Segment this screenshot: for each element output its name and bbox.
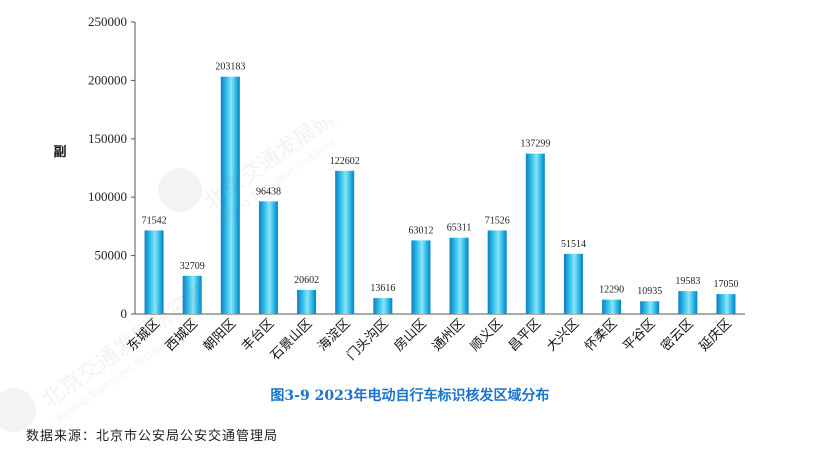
data-label: 122602 bbox=[330, 156, 360, 167]
bar-chart: 0 50000 100000 150000 200000 250000 71542 东城区 3… bbox=[53, 14, 745, 364]
x-tick-label: 朝阳区 bbox=[201, 316, 239, 354]
bar bbox=[297, 289, 317, 314]
chart-labels: 71542东城区32709西城区203183朝阳区96438丰台区20602石景… bbox=[125, 62, 739, 364]
bar bbox=[487, 230, 507, 314]
x-tick-label: 密云区 bbox=[658, 316, 697, 355]
y-tick-label: 150000 bbox=[88, 131, 127, 146]
data-source-note: 数据来源：北京市公安局公安交通管理局 bbox=[26, 429, 279, 444]
bar bbox=[602, 299, 622, 314]
data-label: 96438 bbox=[256, 186, 281, 197]
data-label: 13616 bbox=[370, 283, 395, 294]
x-tick-label: 石景山区 bbox=[268, 316, 315, 363]
data-label: 10935 bbox=[637, 286, 662, 297]
bar bbox=[411, 240, 431, 314]
x-tick-label: 延庆区 bbox=[697, 316, 735, 354]
data-label: 20602 bbox=[294, 275, 319, 286]
y-tick-label: 50000 bbox=[95, 248, 128, 263]
x-tick-label: 房山区 bbox=[391, 316, 430, 355]
bar bbox=[373, 298, 393, 314]
bar bbox=[525, 153, 545, 314]
x-tick-label: 昌平区 bbox=[506, 316, 544, 354]
bar bbox=[563, 253, 583, 314]
x-tick-label: 顺义区 bbox=[468, 316, 506, 354]
y-tick-label: 250000 bbox=[88, 14, 127, 29]
bar bbox=[335, 170, 355, 314]
data-label: 71526 bbox=[485, 215, 510, 226]
data-label: 19583 bbox=[675, 276, 700, 287]
data-label: 51514 bbox=[561, 239, 586, 250]
y-tick-label: 200000 bbox=[88, 72, 127, 87]
data-label: 65311 bbox=[447, 223, 472, 234]
bar bbox=[449, 237, 469, 314]
bar bbox=[678, 291, 698, 314]
x-tick-label: 平谷区 bbox=[620, 316, 658, 354]
x-tick-label: 门头沟区 bbox=[344, 316, 391, 363]
data-label: 17050 bbox=[713, 279, 738, 290]
y-tick-label: 100000 bbox=[88, 189, 127, 204]
x-tick-label: 怀柔区 bbox=[582, 316, 620, 354]
data-label: 63012 bbox=[408, 225, 433, 236]
figure-caption: 图3-9 2023年电动自行车标识核发区域分布 bbox=[270, 388, 550, 404]
x-tick-label: 西城区 bbox=[163, 316, 201, 354]
bar bbox=[144, 230, 164, 314]
y-tick-label: 0 bbox=[121, 306, 128, 321]
data-label: 71542 bbox=[142, 215, 167, 226]
bar bbox=[640, 301, 660, 314]
bar bbox=[716, 294, 736, 314]
x-tick-label: 大兴区 bbox=[544, 316, 582, 354]
x-tick-label: 通州区 bbox=[430, 316, 468, 354]
bar bbox=[258, 201, 278, 314]
data-label: 203183 bbox=[215, 62, 245, 73]
data-label: 137299 bbox=[520, 139, 550, 150]
data-label: 32709 bbox=[180, 261, 205, 272]
data-label: 12290 bbox=[599, 285, 624, 296]
x-tick-label: 东城区 bbox=[125, 316, 163, 354]
chart-axes: 0 50000 100000 150000 200000 250000 bbox=[88, 14, 745, 321]
chart-bars bbox=[144, 76, 736, 315]
y-axis-label: 副 bbox=[53, 145, 66, 160]
bar bbox=[182, 275, 202, 314]
bar bbox=[220, 76, 240, 315]
